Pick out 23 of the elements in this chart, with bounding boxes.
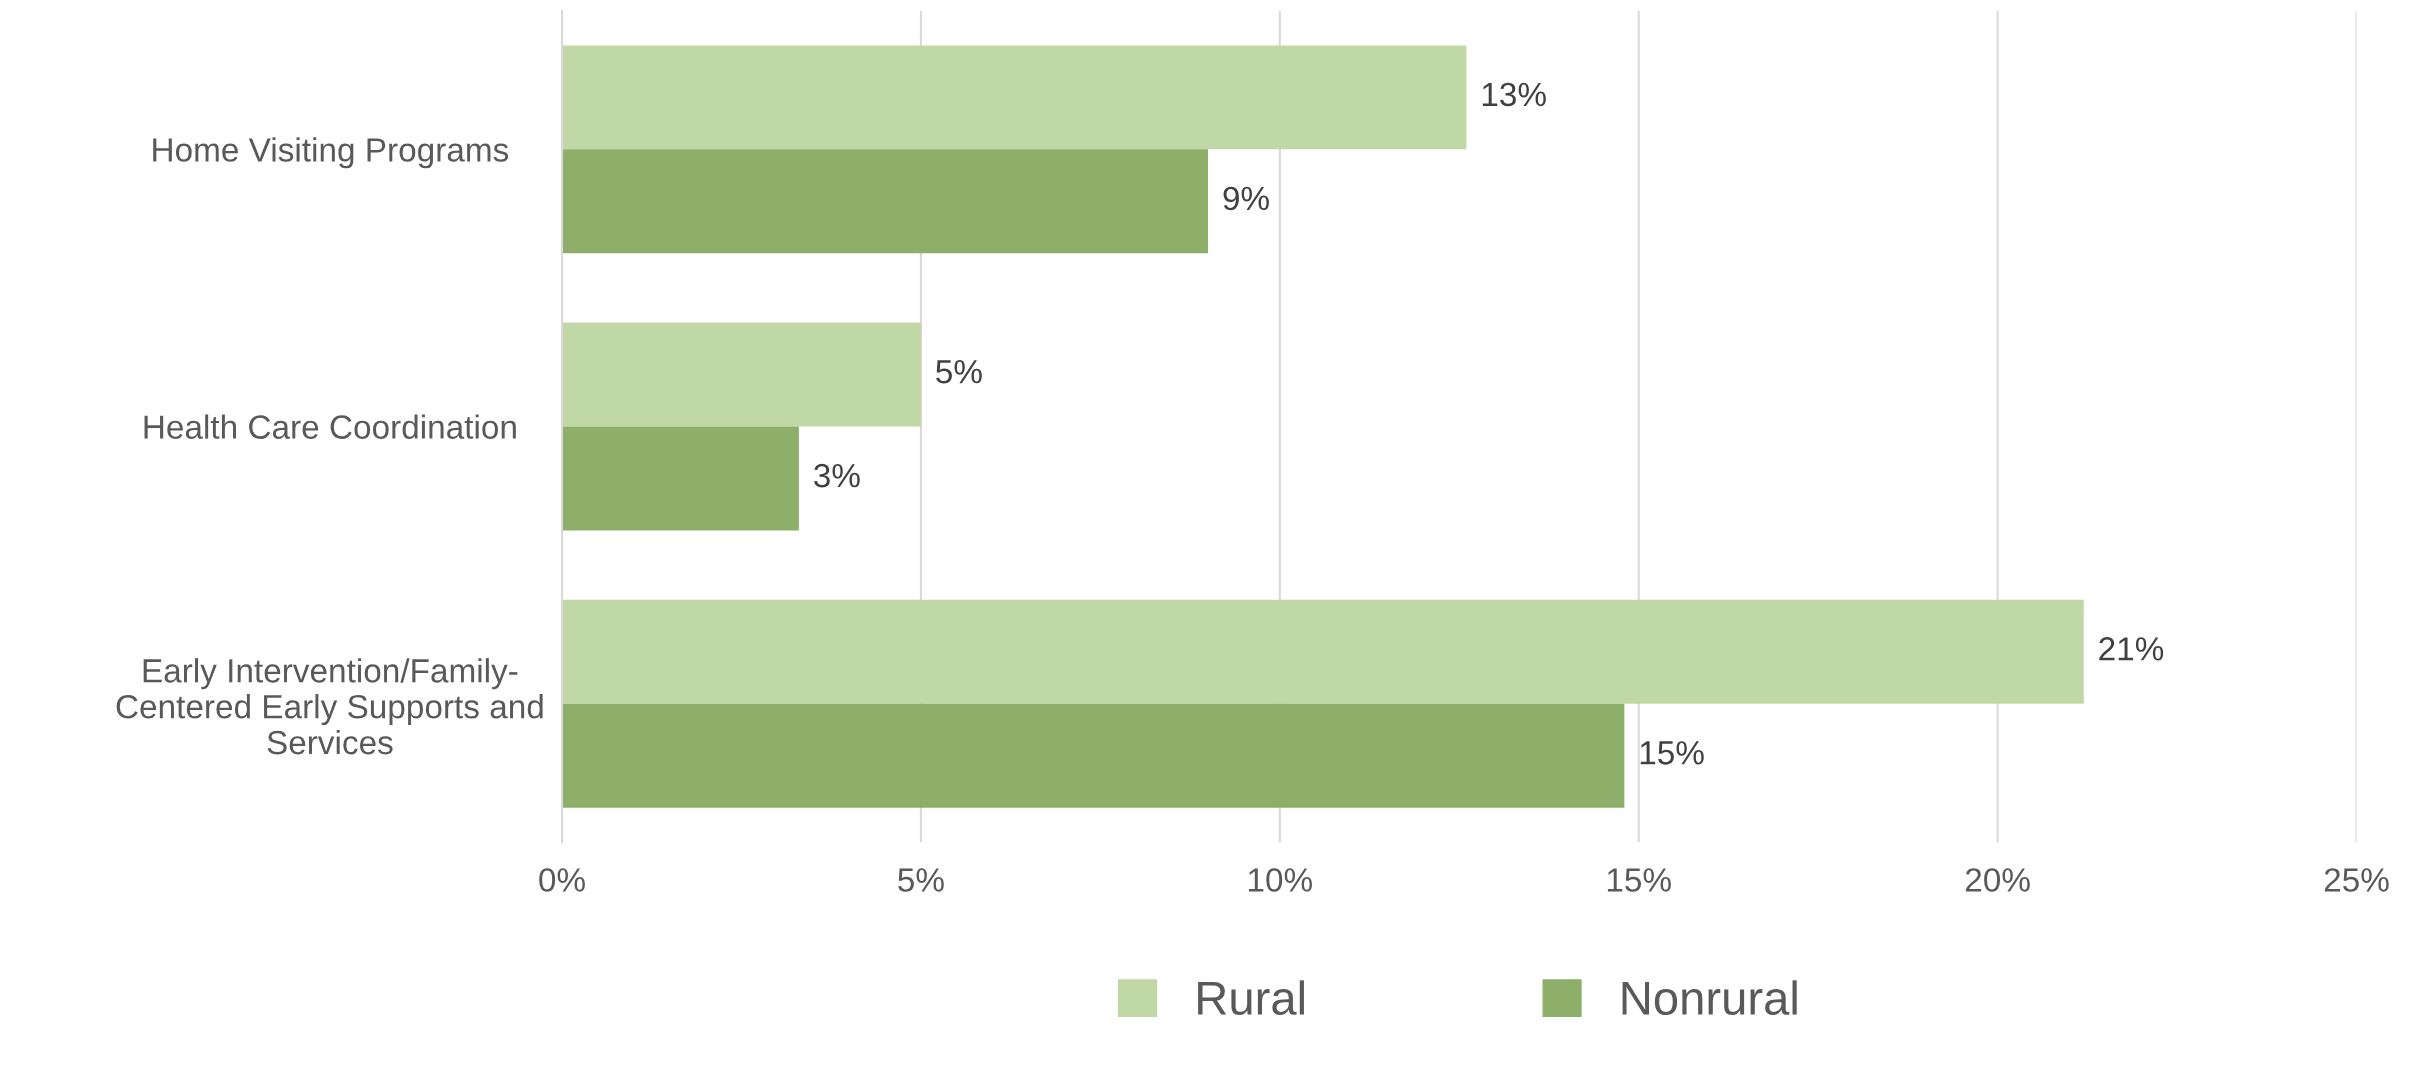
data-label: 9% [1223, 186, 1269, 211]
y-tick-label: Early Intervention/Family- Centered Early Supports and Services [116, 658, 543, 755]
bar [562, 45, 1467, 150]
legend-label: Nonrural [1622, 980, 1797, 1015]
data-label: 5% [936, 360, 982, 384]
bar [562, 599, 2084, 704]
bar [562, 703, 1625, 808]
x-tick-label: 10% [1248, 868, 1312, 892]
x-tick-label: 25% [2324, 868, 2389, 892]
x-tick-label: 0% [539, 868, 585, 892]
legend-label: Rural [1198, 980, 1304, 1015]
x-tick-label: 5% [898, 868, 944, 892]
data-label: 3% [814, 463, 860, 488]
bar [562, 426, 799, 531]
data-label: 13% [1482, 82, 1546, 107]
y-tick-label: Health Care Coordination [144, 414, 516, 439]
bar [562, 149, 1209, 254]
y-tick-label: Home Visiting Programs [153, 137, 509, 169]
data-label: 15% [1640, 741, 1704, 765]
x-tick-label: 15% [1607, 868, 1671, 892]
data-label: 21% [2099, 637, 2164, 661]
x-tick-label: 20% [1965, 868, 2030, 892]
bar [562, 322, 921, 427]
